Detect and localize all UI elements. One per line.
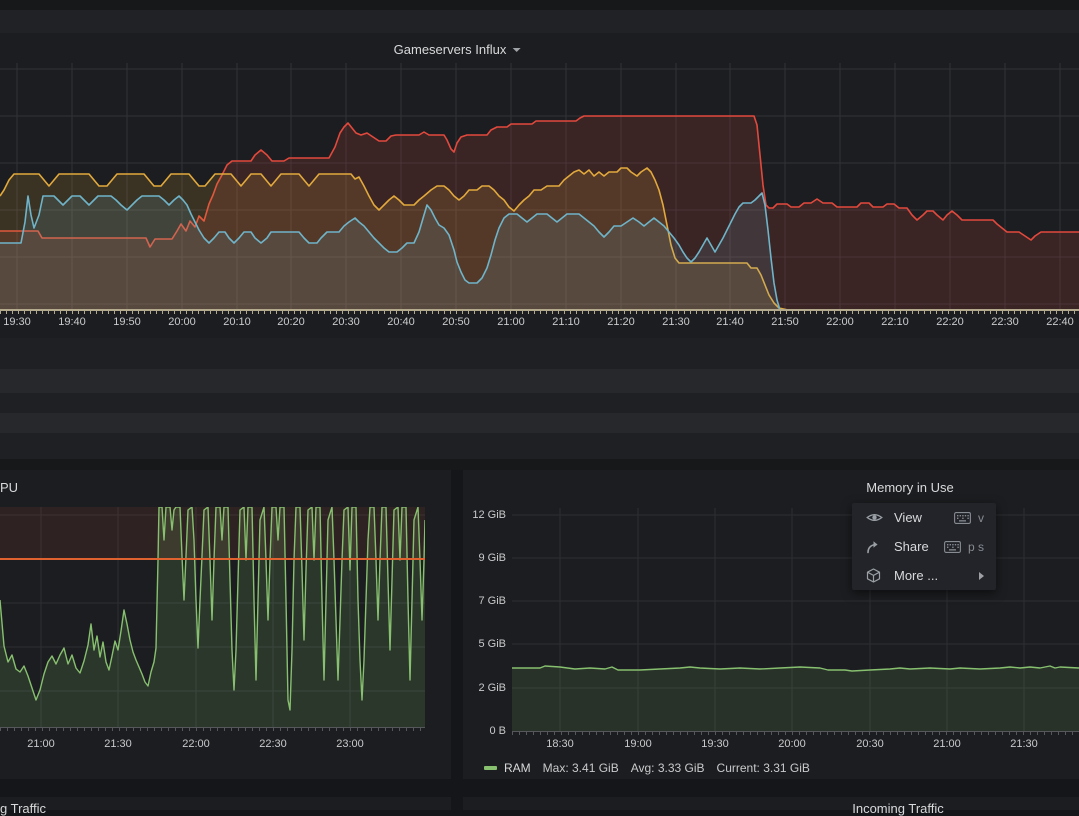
menu-item-share[interactable]: Share p s xyxy=(852,532,996,561)
row-title[interactable]: Gameservers Influx xyxy=(394,43,521,57)
top-graph-plot[interactable] xyxy=(0,63,1079,310)
keyboard-icon xyxy=(944,541,961,553)
keyboard-icon xyxy=(954,512,971,524)
menu-item-label: Share xyxy=(894,539,944,554)
row-gap xyxy=(0,779,1079,797)
legend-series-name[interactable]: RAM xyxy=(504,761,531,775)
menu-item-view[interactable]: View v xyxy=(852,503,996,532)
cpu-axis-line xyxy=(0,727,425,728)
dashboard-background xyxy=(0,338,1079,369)
menu-shortcut: p s xyxy=(944,540,984,554)
eye-icon xyxy=(866,510,883,525)
menu-item-more[interactable]: More ... xyxy=(852,561,996,590)
cpu-plot[interactable] xyxy=(0,507,425,727)
menu-shortcut: v xyxy=(954,511,984,525)
row-gap xyxy=(0,459,1079,470)
cpu-panel-title[interactable]: PU xyxy=(0,481,18,495)
collapsed-row-2[interactable] xyxy=(0,413,1079,433)
legend-avg: Avg: 3.33 GiB xyxy=(631,761,705,775)
outgoing-traffic-title[interactable]: g Traffic xyxy=(0,802,46,816)
cpu-panel: PU 21:0021:3022:0022:3023:00 xyxy=(0,470,451,779)
menu-item-label: More ... xyxy=(894,568,979,583)
dashboard-background xyxy=(0,393,1079,413)
row-title-text: Gameservers Influx xyxy=(394,42,507,57)
submenu-arrow-icon xyxy=(979,572,984,580)
top-graph-x-ticks: 19:3019:4019:5020:0020:1020:2020:3020:40… xyxy=(0,316,1079,330)
top-strip xyxy=(0,0,1079,10)
share-icon xyxy=(866,539,883,554)
incoming-traffic-panel: Incoming Traffic xyxy=(463,797,1079,810)
outgoing-traffic-panel: g Traffic xyxy=(0,797,451,810)
memory-y-ticks: 12 GiB9 GiB7 GiB5 GiB2 GiB0 B xyxy=(463,470,506,750)
collapsed-row-top[interactable] xyxy=(0,10,1079,33)
grafana-dashboard: { "colors": { "page_bg": "#151619", "pan… xyxy=(0,0,1079,810)
panel-context-menu: View v Share p s More ... xyxy=(852,503,996,590)
memory-axis-line xyxy=(512,731,1079,732)
cpu-x-ticks: 21:0021:3022:0022:3023:00 xyxy=(0,738,425,752)
dashboard-background xyxy=(0,433,1079,459)
top-graph-axis-line xyxy=(0,309,1079,311)
ram-series-swatch[interactable] xyxy=(484,766,497,770)
chevron-down-icon xyxy=(512,48,520,52)
memory-x-ticks: 18:3019:0019:3020:0020:3021:0021:30 xyxy=(512,738,1079,752)
incoming-traffic-title[interactable]: Incoming Traffic xyxy=(852,802,944,816)
top-graph-panel: Gameservers Influx 19:3019:4019:5020:002… xyxy=(0,33,1079,338)
cube-icon xyxy=(866,568,883,583)
menu-item-label: View xyxy=(894,510,954,525)
memory-panel-title[interactable]: Memory in Use xyxy=(866,481,953,495)
legend-current: Current: 3.31 GiB xyxy=(717,761,810,775)
collapsed-row-1[interactable] xyxy=(0,369,1079,393)
memory-legend[interactable]: RAM Max: 3.41 GiB Avg: 3.33 GiB Current:… xyxy=(484,761,822,775)
legend-max: Max: 3.41 GiB xyxy=(543,761,619,775)
